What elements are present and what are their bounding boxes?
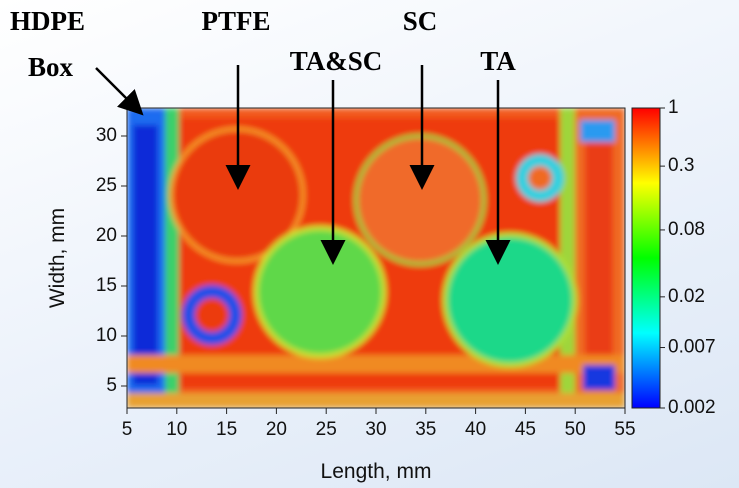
annotation: HDPE xyxy=(10,6,85,36)
x-tick-label: 30 xyxy=(365,419,386,440)
x-tick-label: 55 xyxy=(614,419,635,440)
annotation: TA xyxy=(480,46,516,76)
y-tick-label: 30 xyxy=(96,125,117,146)
page: Length, mm Width, mm 5101520253035404550… xyxy=(0,0,739,488)
colorbar-tick-label: 0.08 xyxy=(668,219,705,240)
y-tick-label: 5 xyxy=(106,375,117,396)
colorbar-tick-label: 0.002 xyxy=(668,397,716,418)
annotation: PTFE xyxy=(201,6,270,36)
heatmap-field xyxy=(127,108,625,408)
x-tick-label: 25 xyxy=(316,419,337,440)
annotation: TA&SC xyxy=(290,46,383,76)
colorbar-tick-label: 0.3 xyxy=(668,155,694,176)
chart: Length, mm Width, mm 5101520253035404550… xyxy=(0,0,739,488)
x-tick-label: 15 xyxy=(216,419,237,440)
y-axis-label: Width, mm xyxy=(46,208,69,308)
colorbar xyxy=(632,108,660,408)
x-tick-label: 10 xyxy=(166,419,187,440)
x-tick-label: 40 xyxy=(465,419,486,440)
x-tick-label: 45 xyxy=(515,419,536,440)
colorbar-tick-label: 1 xyxy=(668,97,679,118)
colorbar-tick-label: 0.02 xyxy=(668,286,705,307)
x-axis-label: Length, mm xyxy=(321,460,432,483)
annotation: Box xyxy=(28,52,74,82)
colorbar-tick-label: 0.007 xyxy=(668,337,716,358)
x-tick-label: 5 xyxy=(122,419,133,440)
y-tick-label: 15 xyxy=(96,275,117,296)
y-tick-label: 10 xyxy=(96,325,117,346)
x-tick-label: 20 xyxy=(266,419,287,440)
annotation: SC xyxy=(403,6,438,36)
y-tick-label: 25 xyxy=(96,175,117,196)
x-tick-label: 35 xyxy=(415,419,436,440)
x-tick-label: 50 xyxy=(565,419,586,440)
y-tick-label: 20 xyxy=(96,225,117,246)
